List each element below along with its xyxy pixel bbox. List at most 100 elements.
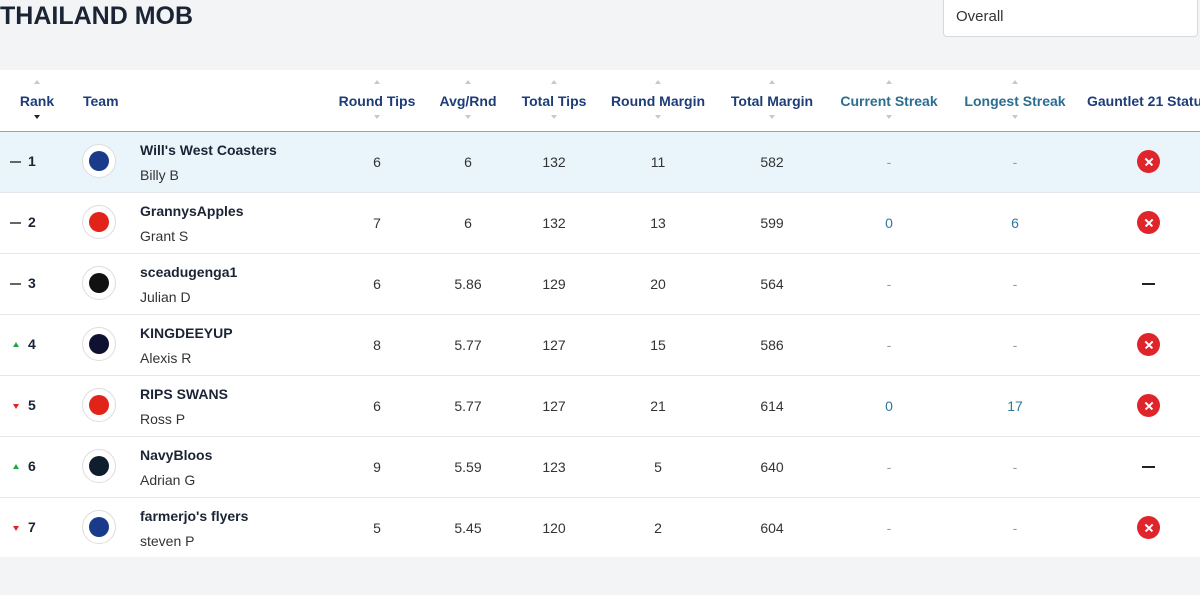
- team-name[interactable]: farmerjo's flyers: [140, 508, 249, 524]
- team-logo-inner: [89, 151, 109, 171]
- sort-arrow-up: [655, 80, 661, 84]
- stat-cell: 127: [542, 337, 566, 353]
- sort-arrow-down: [886, 115, 892, 119]
- owner-name: Alexis R: [140, 350, 192, 366]
- stat-cell: 6: [373, 398, 381, 414]
- sort-arrow-up: [1012, 80, 1018, 84]
- stat-cell: -: [1012, 520, 1018, 536]
- table-row: 5 RIPS SWANS Ross P 6 5.77 127 21 614 0 17: [0, 375, 1200, 436]
- stat-cell: 9: [373, 459, 381, 475]
- column-header[interactable]: Longest Streak: [964, 93, 1066, 109]
- team-logo: [82, 327, 116, 361]
- sort-arrow-up: [465, 80, 471, 84]
- stat-cell: 6: [464, 154, 472, 170]
- owner-name: steven P: [140, 533, 195, 549]
- team-logo-inner: [89, 456, 109, 476]
- stat-cell: -: [1012, 154, 1018, 170]
- column-header[interactable]: Round Tips: [338, 93, 416, 109]
- sort-arrow-up: [374, 80, 380, 84]
- owner-name: Adrian G: [140, 472, 196, 488]
- column-header[interactable]: Gauntlet 21 Status: [1087, 93, 1200, 109]
- column-header[interactable]: Total Margin: [730, 93, 814, 109]
- filter-dropdown[interactable]: Overall: [943, 0, 1198, 37]
- status-eliminated: [1137, 516, 1160, 539]
- team-logo: [82, 510, 116, 544]
- stat-cell: 5.77: [454, 337, 482, 353]
- stat-cell: 564: [760, 276, 784, 292]
- stat-cell: 132: [542, 215, 566, 231]
- stat-cell: -: [886, 276, 892, 292]
- team-logo: [82, 144, 116, 178]
- team-logo: [82, 205, 116, 239]
- owner-name: Julian D: [140, 289, 191, 305]
- team-logo-inner: [89, 212, 109, 232]
- table-row: 3 sceadugenga1 Julian D 6 5.86 129 20 564 - -: [0, 253, 1200, 314]
- stat-cell: 17: [1007, 398, 1023, 414]
- ladder-table: Rank Team Round Tips Avg/Rnd Total Tips Round…: [0, 70, 1200, 557]
- status-eliminated: [1137, 150, 1160, 173]
- movement-same: [10, 222, 21, 224]
- sort-arrow-up: [551, 80, 557, 84]
- column-header[interactable]: Team: [83, 93, 119, 109]
- movement-up: [13, 342, 19, 347]
- sort-arrow-down: [34, 115, 40, 119]
- team-name[interactable]: RIPS SWANS: [140, 386, 228, 402]
- stat-cell: 5.86: [454, 276, 482, 292]
- table-row: 2 GrannysApples Grant S 7 6 132 13 599 0 6: [0, 192, 1200, 253]
- stat-cell: 21: [650, 398, 666, 414]
- team-logo: [82, 388, 116, 422]
- stat-cell: -: [886, 520, 892, 536]
- team-name[interactable]: NavyBloos: [140, 447, 213, 463]
- column-header[interactable]: Rank: [19, 93, 55, 109]
- sort-arrow-down: [1012, 115, 1018, 119]
- stat-cell: 6: [464, 215, 472, 231]
- sort-arrow-down: [769, 115, 775, 119]
- stat-cell: 13: [650, 215, 666, 231]
- column-header[interactable]: Round Margin: [610, 93, 706, 109]
- stat-cell: 7: [373, 215, 381, 231]
- stat-cell: 120: [542, 520, 566, 536]
- team-name[interactable]: Will's West Coasters: [140, 142, 277, 158]
- stat-cell: 582: [760, 154, 784, 170]
- sort-arrow-up: [34, 80, 40, 84]
- column-header[interactable]: Avg/Rnd: [439, 93, 497, 109]
- table-row: 6 NavyBloos Adrian G 9 5.59 123 5 640 - -: [0, 436, 1200, 497]
- movement-same: [10, 161, 21, 163]
- stat-cell: 132: [542, 154, 566, 170]
- stat-cell: 586: [760, 337, 784, 353]
- team-logo: [82, 266, 116, 300]
- stat-cell: 0: [885, 398, 893, 414]
- stat-cell: 2: [654, 520, 662, 536]
- team-name[interactable]: sceadugenga1: [140, 264, 238, 280]
- team-name[interactable]: KINGDEEYUP: [140, 325, 233, 341]
- filter-value: Overall: [956, 8, 1004, 25]
- rank: 4: [28, 336, 36, 352]
- stat-cell: -: [1012, 337, 1018, 353]
- sort-arrow-up: [769, 80, 775, 84]
- rank: 7: [28, 519, 36, 535]
- stat-cell: 123: [542, 459, 566, 475]
- status-eliminated: [1137, 394, 1160, 417]
- team-name[interactable]: GrannysApples: [140, 203, 244, 219]
- column-header[interactable]: Total Tips: [521, 93, 587, 109]
- team-logo: [82, 449, 116, 483]
- sort-arrow-up: [886, 80, 892, 84]
- owner-name: Grant S: [140, 228, 189, 244]
- stat-cell: 604: [760, 520, 784, 536]
- movement-same: [10, 283, 21, 285]
- stat-cell: 0: [885, 215, 893, 231]
- stat-cell: 6: [1011, 215, 1019, 231]
- rank: 2: [28, 214, 36, 230]
- table-row: 4 KINGDEEYUP Alexis R 8 5.77 127 15 586 - -: [0, 314, 1200, 375]
- sort-arrow-down: [465, 115, 471, 119]
- stat-cell: 599: [760, 215, 784, 231]
- team-logo-inner: [89, 517, 109, 537]
- table-header: Rank Team Round Tips Avg/Rnd Total Tips Round…: [0, 70, 1200, 131]
- column-header[interactable]: Current Streak: [840, 93, 938, 109]
- stat-cell: -: [1012, 459, 1018, 475]
- status-eliminated: [1137, 333, 1160, 356]
- owner-name: Ross P: [140, 411, 186, 427]
- status-eliminated: [1137, 211, 1160, 234]
- table-row: 7 farmerjo's flyers steven P 5 5.45 120 2 604 - -: [0, 497, 1200, 557]
